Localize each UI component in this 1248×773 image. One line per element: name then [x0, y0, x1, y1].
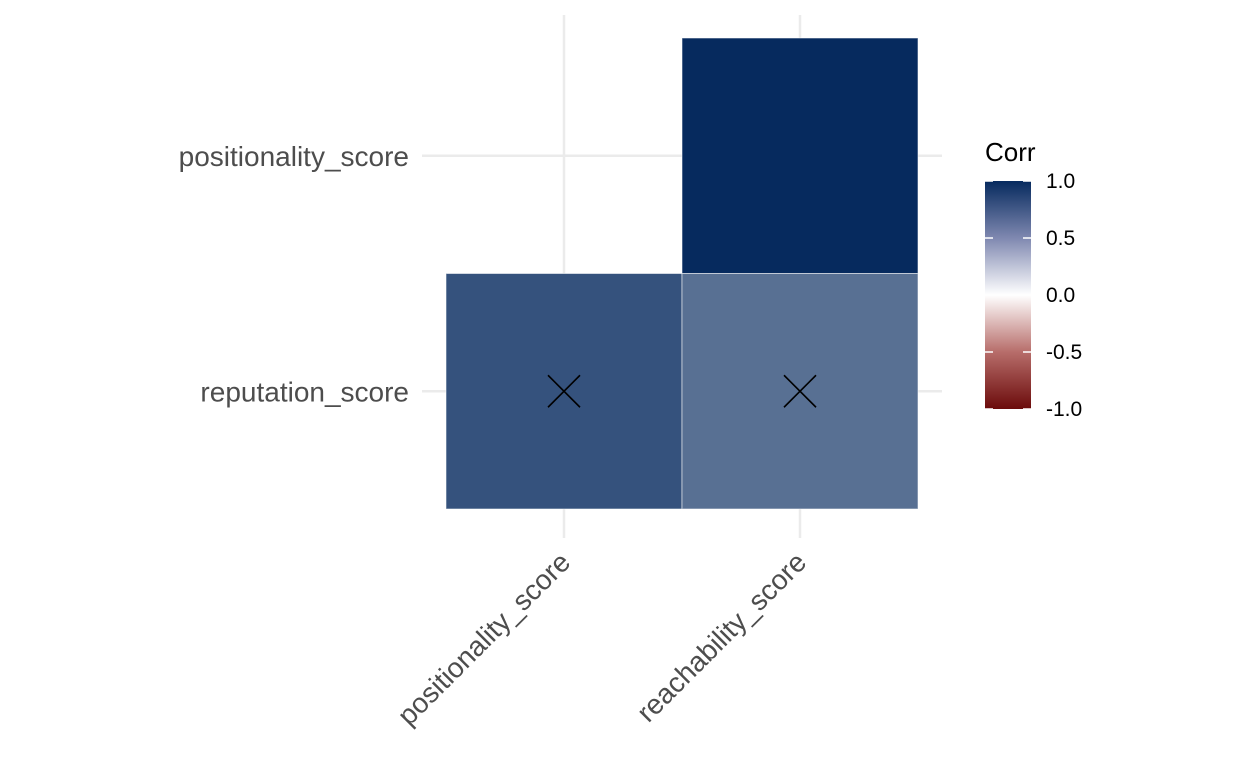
legend-tick-label: -1.0: [1046, 398, 1082, 421]
legend-tick-label: 0.0: [1046, 284, 1075, 307]
y-axis-labels: reputation_score positionality_score: [179, 141, 409, 408]
insignificance-cross-mark: [783, 374, 817, 408]
heatmap-cell: [681, 37, 919, 274]
legend-ticks: 1.0 0.5 0.0 -0.5 -1.0: [985, 170, 1082, 421]
y-axis-tick-label: positionality_score: [179, 141, 409, 172]
legend-tick-label: 0.5: [1046, 227, 1075, 250]
x-axis-tick-label: positionality_score: [391, 546, 576, 731]
x-axis-labels: positionality_score reachability_score: [391, 546, 812, 731]
insignificance-cross-mark: [547, 374, 581, 408]
legend-tick-label: 1.0: [1046, 170, 1075, 193]
legend-title: Corr: [985, 137, 1036, 167]
marks-layer: [547, 374, 817, 408]
legend-tick-label: -0.5: [1046, 341, 1082, 364]
y-axis-tick-label: reputation_score: [200, 376, 409, 407]
x-axis-tick-label: reachability_score: [631, 546, 812, 727]
cells-layer: [445, 37, 919, 510]
legend: Corr 1.0 0.5 0.0 -0.5 -1.0: [985, 137, 1082, 421]
